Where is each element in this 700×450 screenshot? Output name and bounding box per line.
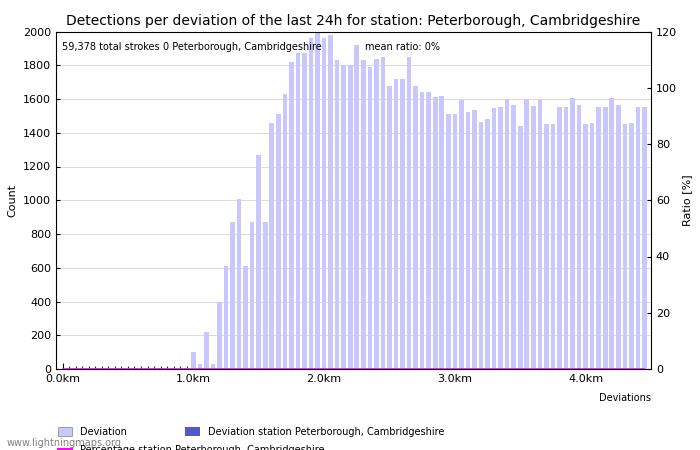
Bar — [538, 100, 542, 369]
Bar — [413, 86, 418, 369]
Y-axis label: Count: Count — [8, 184, 18, 217]
Bar — [564, 107, 568, 369]
Bar — [374, 58, 379, 369]
Bar — [636, 108, 640, 369]
Bar — [387, 86, 392, 369]
Bar — [368, 67, 372, 369]
Bar — [603, 107, 608, 369]
Bar — [557, 108, 562, 369]
Bar — [518, 126, 522, 369]
Bar — [283, 94, 287, 369]
Bar — [485, 119, 490, 369]
Bar — [577, 105, 582, 369]
Bar — [250, 222, 254, 369]
Bar — [498, 108, 503, 369]
Bar — [237, 198, 242, 369]
Text: Deviations: Deviations — [599, 392, 651, 403]
Bar — [642, 107, 647, 369]
Bar — [348, 65, 353, 369]
Bar — [596, 108, 601, 369]
Bar — [276, 114, 281, 369]
Bar — [479, 122, 483, 369]
Bar — [466, 112, 470, 369]
Bar — [322, 38, 326, 369]
Bar — [433, 97, 438, 369]
Bar — [204, 332, 209, 369]
Bar — [629, 123, 634, 369]
Bar — [342, 65, 346, 369]
Bar — [440, 96, 444, 369]
Bar — [309, 38, 314, 369]
Bar — [407, 57, 412, 369]
Title: Detections per deviation of the last 24h for station: Peterborough, Cambridgeshi: Detections per deviation of the last 24h… — [66, 14, 640, 27]
Bar — [211, 364, 215, 369]
Bar — [453, 114, 457, 369]
Bar — [544, 124, 549, 369]
Bar — [583, 124, 588, 369]
Legend: Deviation, Deviation station Peterborough, Cambridgeshire: Deviation, Deviation station Peterboroug… — [54, 423, 448, 441]
Bar — [622, 124, 627, 369]
Bar — [289, 62, 294, 369]
Bar — [335, 60, 339, 369]
Text: 0 Peterborough, Cambridgeshire: 0 Peterborough, Cambridgeshire — [163, 42, 322, 52]
Bar — [302, 54, 307, 369]
Bar — [610, 98, 614, 369]
Bar — [361, 60, 365, 369]
Bar — [315, 32, 320, 369]
Bar — [244, 266, 248, 369]
Bar — [263, 222, 267, 369]
Bar — [381, 57, 385, 369]
Bar — [393, 79, 398, 369]
Bar — [217, 302, 222, 369]
Bar — [191, 352, 195, 369]
Bar — [616, 105, 621, 369]
Bar — [459, 100, 463, 369]
Bar — [512, 105, 516, 369]
Bar — [492, 108, 496, 369]
Bar — [551, 124, 555, 369]
Bar — [524, 99, 529, 369]
Bar — [354, 45, 359, 369]
Bar — [446, 114, 451, 369]
Bar — [270, 122, 274, 369]
Bar — [224, 266, 228, 369]
Text: mean ratio: 0%: mean ratio: 0% — [365, 42, 440, 52]
Text: www.lightningmaps.org: www.lightningmaps.org — [7, 438, 122, 448]
Legend: Percentage station Peterborough, Cambridgeshire: Percentage station Peterborough, Cambrid… — [54, 441, 328, 450]
Bar — [473, 110, 477, 369]
Bar — [590, 123, 594, 369]
Bar — [420, 92, 424, 369]
Bar — [531, 106, 536, 369]
Bar — [230, 222, 235, 369]
Text: 59,378 total strokes: 59,378 total strokes — [62, 42, 160, 52]
Bar — [295, 54, 300, 369]
Bar — [426, 92, 431, 369]
Bar — [505, 99, 510, 369]
Bar — [328, 35, 333, 369]
Bar — [570, 98, 575, 369]
Bar — [197, 364, 202, 369]
Bar — [400, 79, 405, 369]
Y-axis label: Ratio [%]: Ratio [%] — [682, 175, 692, 226]
Bar — [256, 155, 261, 369]
